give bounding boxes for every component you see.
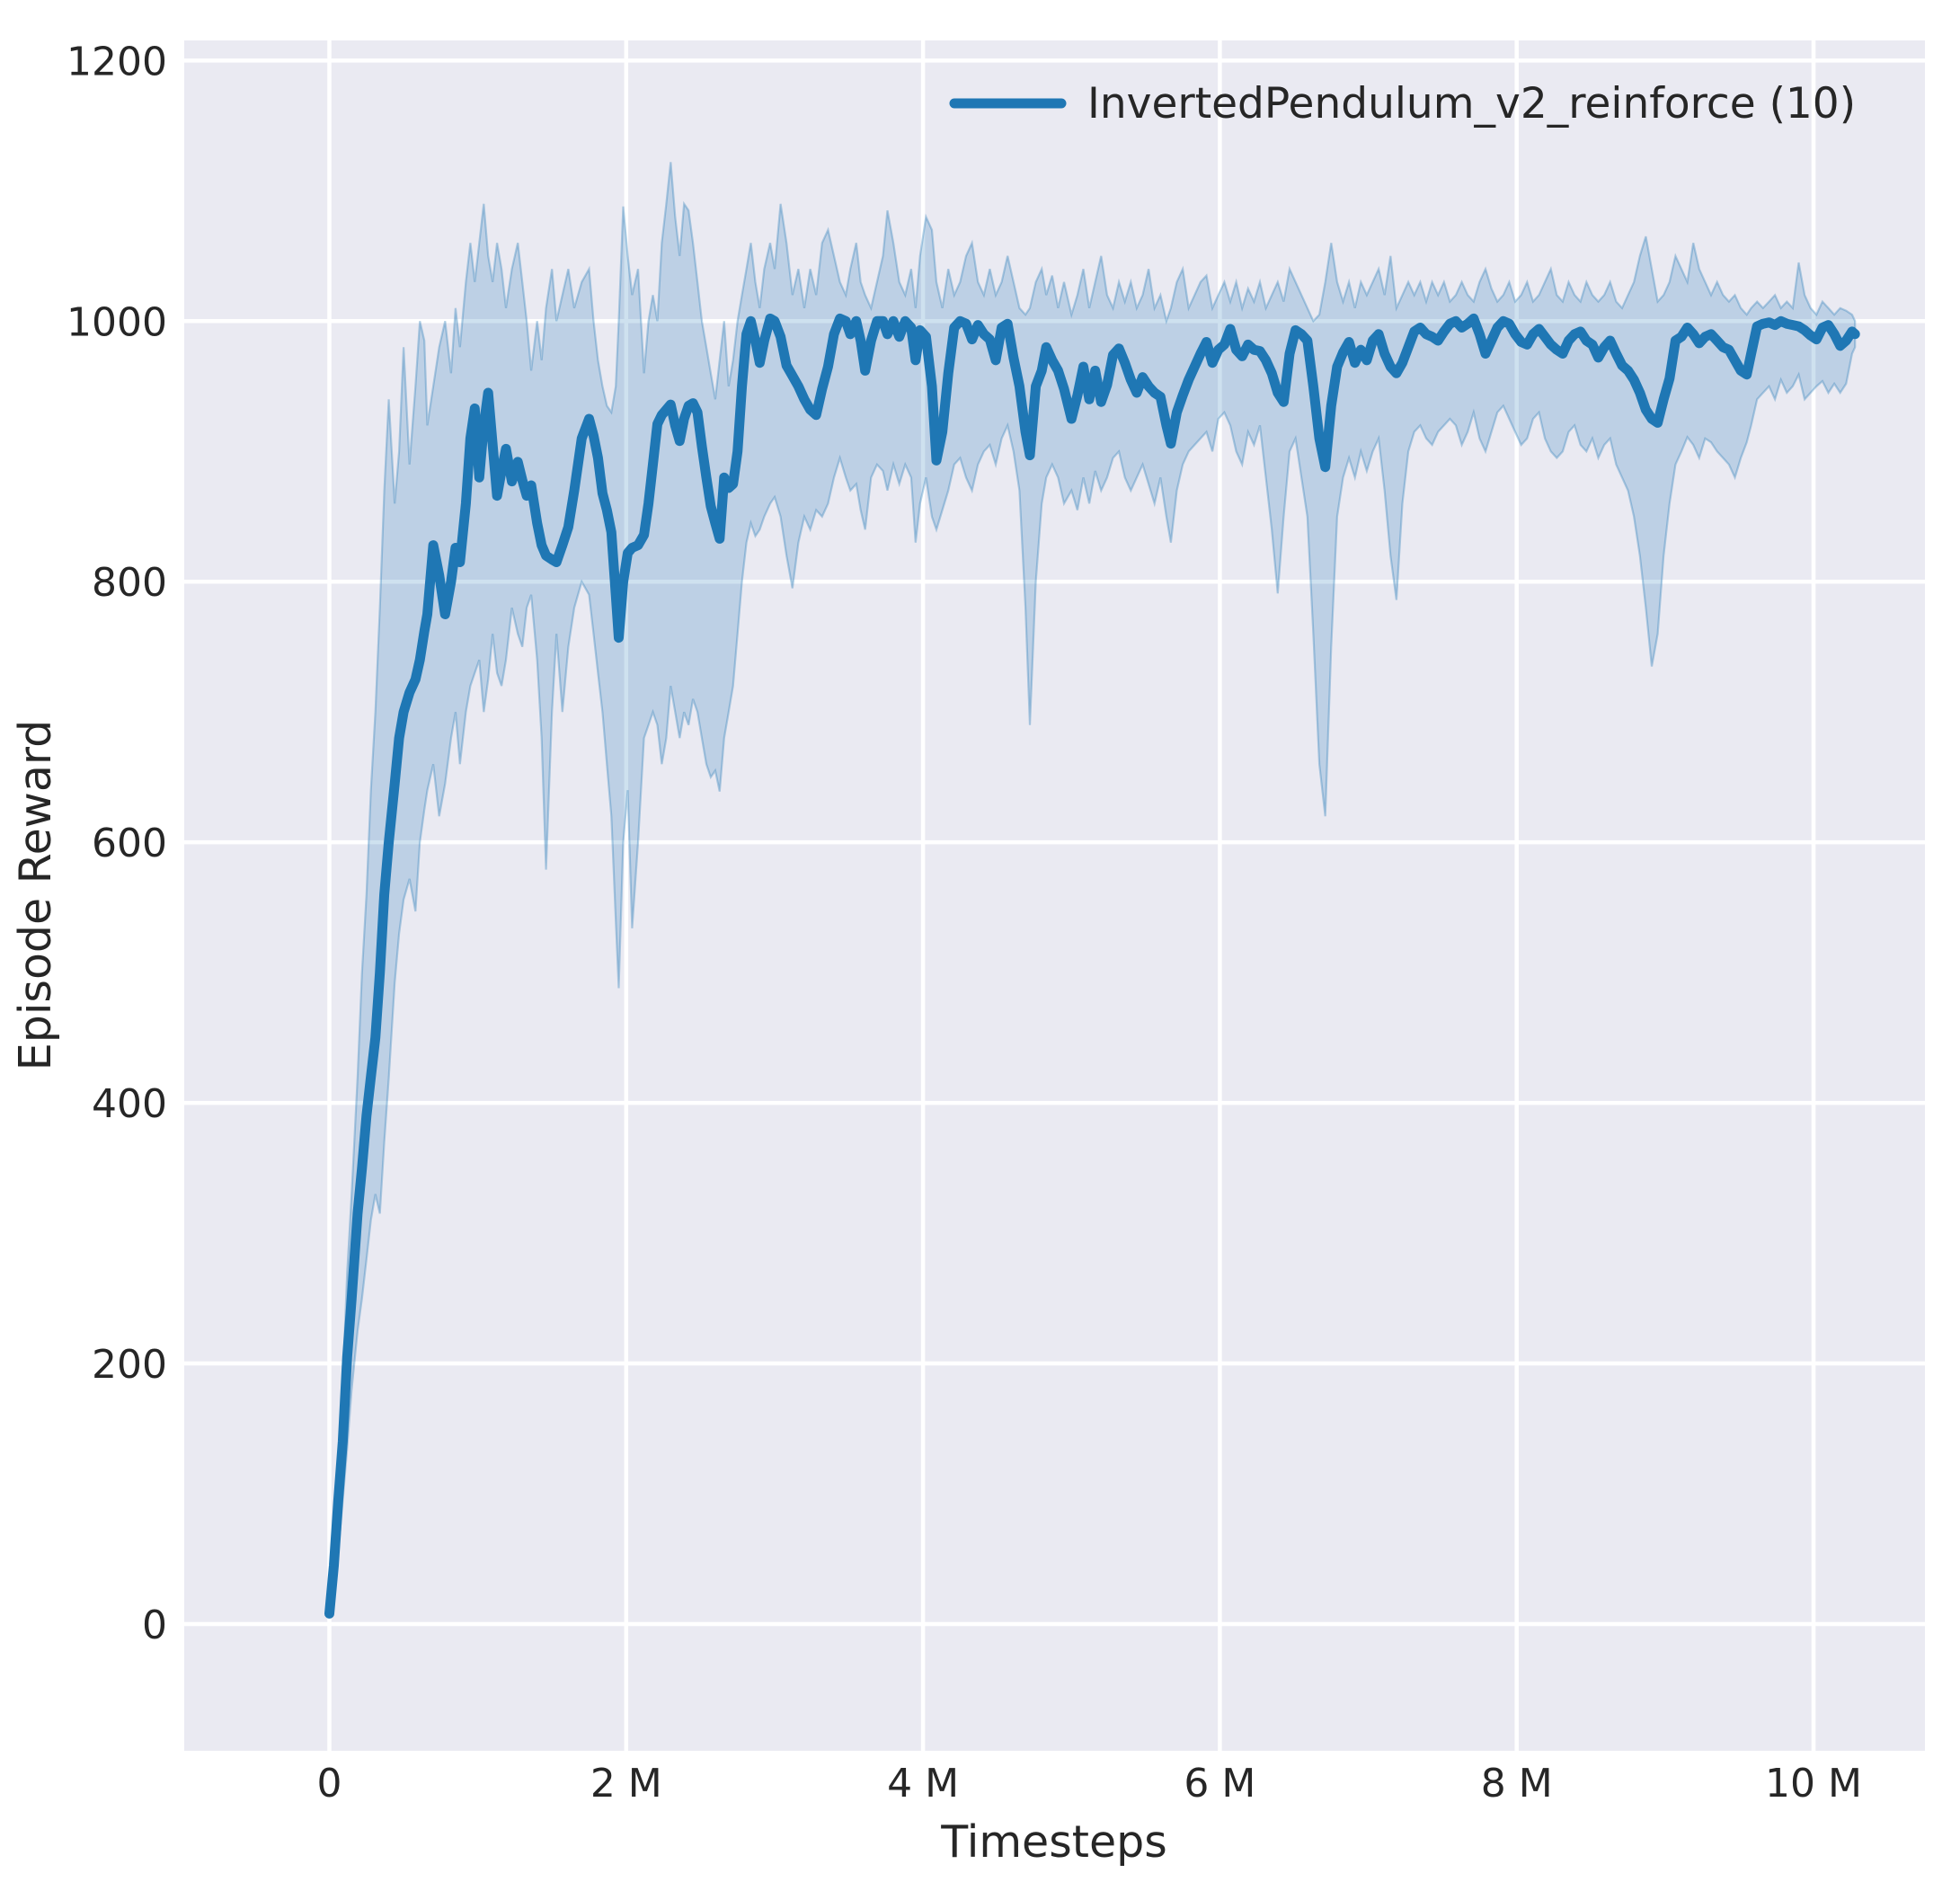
y-tick-label: 800: [92, 560, 167, 606]
y-tick-label: 0: [142, 1602, 167, 1648]
mean-reward-line: [324, 313, 1860, 1619]
x-tick-label: 10 M: [1765, 1761, 1862, 1807]
y-tick-label: 400: [92, 1081, 167, 1127]
x-gridlines: [327, 40, 1816, 1751]
x-tick-label: 8 M: [1481, 1761, 1553, 1807]
legend-series-label: InvertedPendulum_v2_reinforce (10): [1087, 79, 1856, 129]
x-tick-label: 4 M: [887, 1761, 959, 1807]
x-tick-label: 0: [317, 1761, 342, 1807]
plot-area: [184, 40, 1925, 1751]
x-tick-label: 6 M: [1184, 1761, 1255, 1807]
x-tick-labels: 0 2 M 4 M 6 M 8 M 10 M: [317, 1761, 1862, 1807]
y-gridlines: [184, 58, 1925, 1627]
y-tick-label: 600: [92, 821, 167, 866]
y-tick-label: 1000: [67, 299, 167, 345]
y-tick-label: 200: [92, 1342, 167, 1388]
y-tick-labels: 0 200 400 600 800 1000 1200: [67, 39, 167, 1648]
legend: InvertedPendulum_v2_reinforce (10): [949, 79, 1856, 129]
x-tick-label: 2 M: [590, 1761, 662, 1807]
y-tick-label: 1200: [67, 39, 167, 84]
x-axis-label: Timesteps: [940, 1816, 1166, 1868]
y-axis-label: Episode Reward: [10, 720, 61, 1071]
